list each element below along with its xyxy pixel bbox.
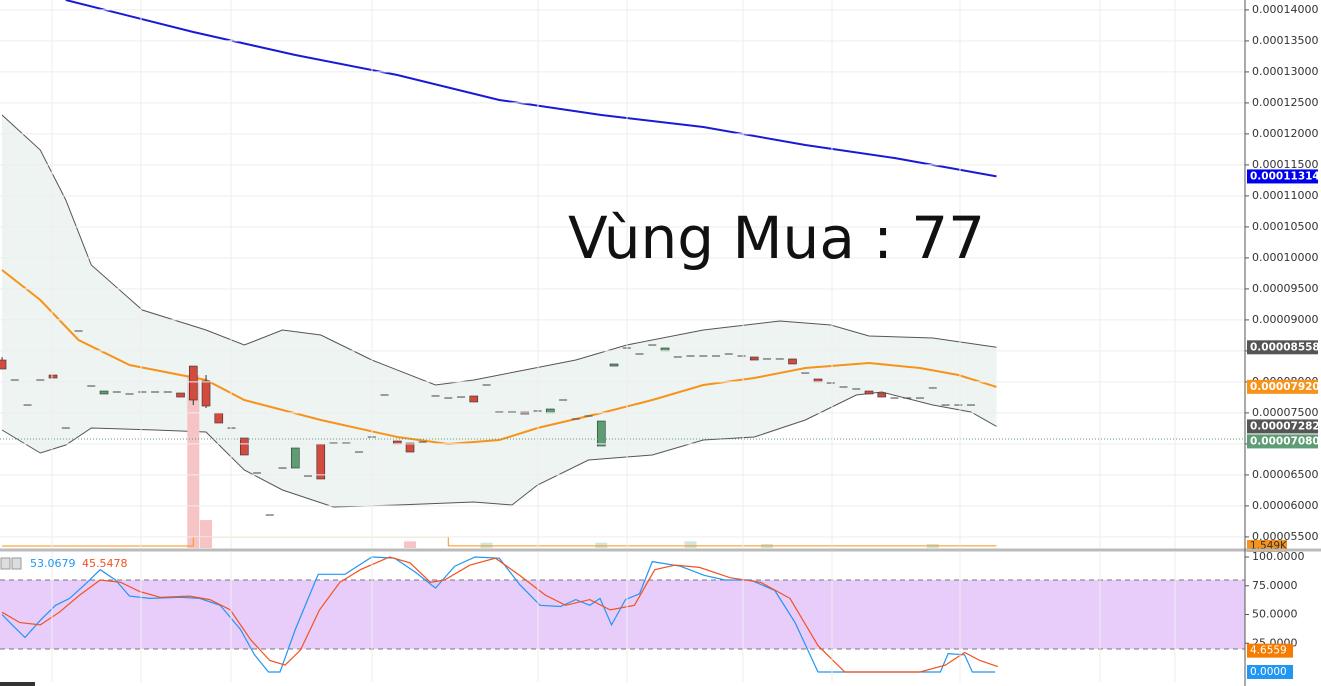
annotation: Vùng Mua : 77	[568, 204, 985, 272]
y-tick-label: 0.00006000	[1252, 499, 1318, 512]
y-tick-label: 0.00013000	[1252, 65, 1318, 78]
stoch-line	[1, 556, 996, 673]
candle-body	[239, 437, 249, 456]
stoch-label-box	[1247, 665, 1293, 679]
volume-bar	[684, 541, 697, 548]
candle-body	[596, 420, 606, 447]
price-label-box	[1247, 340, 1318, 355]
band-fill	[2, 115, 997, 508]
y-tick-label: 0.00005500	[1252, 530, 1318, 543]
stoch-legend-value: 45.5478	[82, 557, 128, 570]
y-tick-label: 75.0000	[1252, 579, 1298, 592]
candle-body	[99, 390, 109, 395]
candle-body	[48, 374, 58, 379]
price-label-box	[1247, 379, 1318, 394]
candle-body	[214, 412, 224, 424]
y-tick-label: 0.00006500	[1252, 468, 1318, 481]
candle-body	[290, 447, 300, 469]
y-tick-label: 0.00013500	[1252, 34, 1318, 47]
price-label-box	[1247, 169, 1318, 184]
candle-body	[201, 380, 211, 407]
y-tick-label: 0.00012500	[1252, 96, 1318, 109]
volume-bar	[200, 520, 213, 548]
candle-body	[469, 395, 479, 403]
candle-body	[609, 363, 619, 367]
price-label: 0.00007920	[1250, 381, 1320, 393]
tool-icon	[0, 557, 11, 570]
y-tick-label: 0.00011500	[1252, 158, 1318, 171]
candle-body	[188, 365, 198, 401]
price-label: 0.00007282	[1250, 420, 1320, 432]
price-label-box	[1247, 419, 1318, 434]
candle-body	[877, 392, 887, 398]
volume-bar	[404, 541, 417, 548]
stoch-pane	[0, 556, 1245, 673]
stoch-line	[1, 556, 998, 673]
y-tick-label: 0.00011000	[1252, 189, 1318, 202]
stoch-label: 4.6559	[1250, 645, 1287, 657]
candle-body	[864, 390, 874, 395]
stoch-legend-value: 53.0679	[30, 557, 76, 570]
candle-body	[0, 359, 7, 370]
volume-bar	[187, 375, 200, 548]
y-tick-label: 0.00009000	[1252, 313, 1318, 326]
y-tick-label: 50.0000	[1252, 608, 1298, 621]
price-label: 0.00011314	[1250, 170, 1320, 182]
candle-body	[405, 442, 415, 453]
price-label: 0.00007080	[1250, 435, 1320, 447]
stoch-label: 0.0000	[1250, 666, 1287, 678]
stoch-label-box	[1247, 643, 1293, 658]
y-tick-label: 0.00014000	[1252, 3, 1318, 16]
moving-average-line	[65, 0, 997, 178]
volume-bar	[595, 542, 608, 548]
price-label: 0.00008558	[1250, 341, 1320, 353]
moving-average-line	[1, 269, 997, 446]
y-tick-label: 0.00009500	[1252, 282, 1318, 295]
candle-body	[788, 358, 797, 365]
main-pane	[0, 0, 1245, 548]
y-tick-label: 100.0000	[1252, 550, 1305, 563]
candle-body	[749, 356, 759, 361]
bottom-strip	[0, 682, 35, 686]
stoch-band	[0, 580, 1245, 650]
price-label-box	[1247, 434, 1318, 449]
candle-body	[176, 392, 185, 398]
y-tick-label: 0.00010500	[1252, 220, 1318, 233]
tool-icon	[11, 557, 22, 570]
bollinger-upper	[1, 114, 997, 386]
y-tick-label: 0.00010000	[1252, 251, 1318, 264]
candle-body	[316, 443, 326, 480]
y-tick-label: 0.00012000	[1252, 127, 1318, 140]
y-tick-label: 0.00007500	[1252, 406, 1318, 419]
volume-bar	[480, 542, 493, 548]
